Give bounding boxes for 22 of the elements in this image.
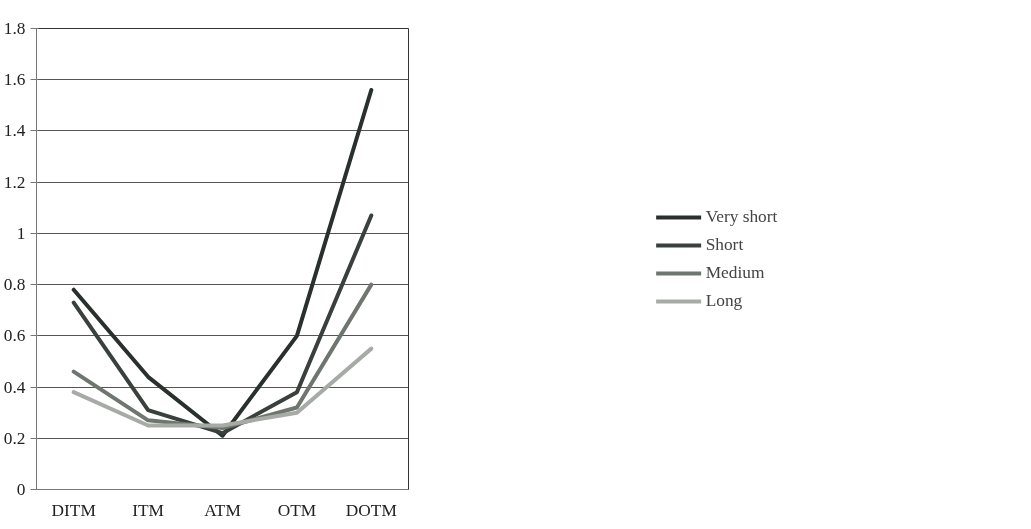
x-tick-label: ITM <box>132 500 164 520</box>
line-series <box>71 87 374 438</box>
x-tick-label: ATM <box>204 500 241 520</box>
line-series <box>71 213 374 436</box>
y-tick-label: 0.6 <box>3 326 26 346</box>
y-tick-label: 0.4 <box>3 377 26 397</box>
y-tick-label: 0.8 <box>3 275 26 295</box>
y-tick-label: 1 <box>16 223 26 243</box>
x-tick-label: DITM <box>51 500 96 520</box>
y-tick-label: 0.2 <box>3 428 26 448</box>
y-tick-label: 1.6 <box>3 70 26 90</box>
legend-label: Short <box>705 234 744 255</box>
legend-label: Medium <box>705 262 765 283</box>
y-tick-label: 1.4 <box>3 121 26 141</box>
legend-label: Long <box>705 290 743 311</box>
x-tick-label: DOTM <box>345 500 397 520</box>
y-tick-label: 1.8 <box>3 19 26 38</box>
y-tick-label: 0 <box>16 480 26 499</box>
legend-label: Very short <box>705 206 778 227</box>
line-series <box>71 346 374 428</box>
x-tick-label: OTM <box>277 500 317 520</box>
y-tick-label: 1.2 <box>3 172 26 192</box>
